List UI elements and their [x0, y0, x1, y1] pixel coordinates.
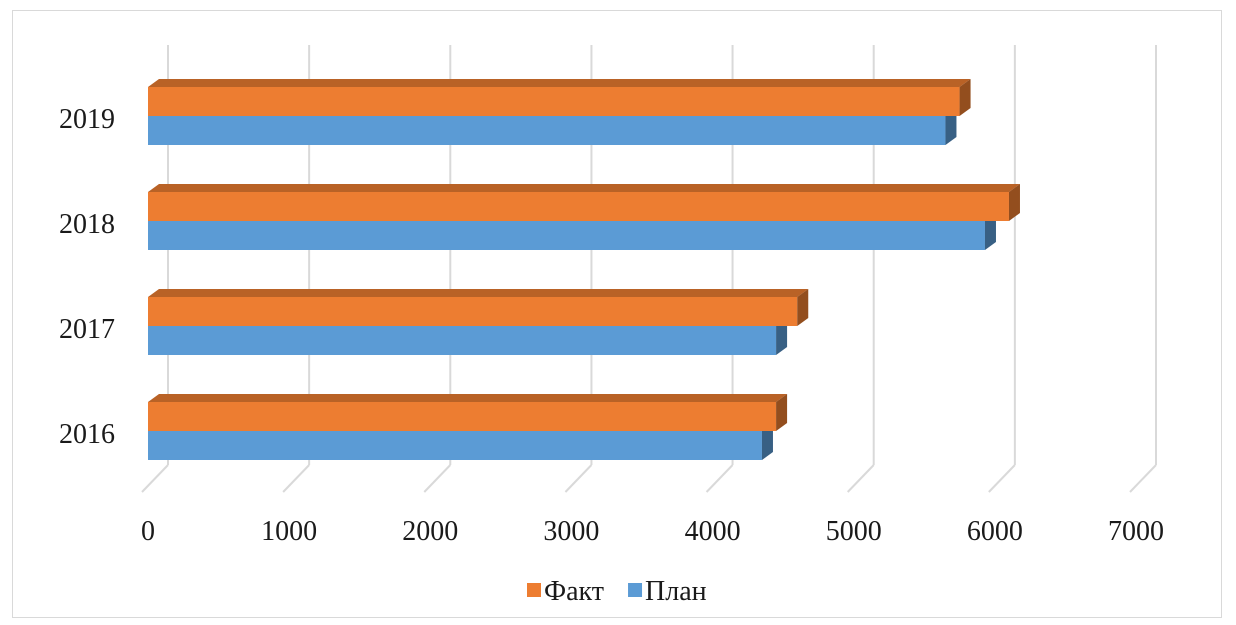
legend-swatch-fakt	[527, 583, 541, 597]
bar-fakt-2017-front-face	[148, 297, 798, 326]
legend-swatch-plan	[628, 583, 643, 597]
x-tick-label: 3000	[543, 516, 599, 547]
x-tick-label: 4000	[685, 516, 741, 547]
bar-fakt-2019-front-face	[148, 87, 960, 116]
floor-line-4000	[705, 464, 734, 493]
floor-line-6000	[988, 464, 1016, 493]
x-tick-label: 2000	[402, 516, 458, 547]
bar-fakt-2019	[148, 79, 971, 116]
floor-line-2000	[423, 464, 452, 493]
bar-fakt-2019-top-face	[148, 79, 971, 87]
bar-fakt-2016	[148, 394, 788, 431]
bar-plan-2018-front-face	[148, 221, 985, 250]
legend-label-plan: План	[645, 576, 707, 607]
bar-plan-2019-front-face	[148, 116, 946, 145]
floor-line-3000	[564, 464, 593, 493]
x-tick-label: 6000	[967, 516, 1023, 547]
bars-layer	[148, 79, 1020, 460]
y-tick-label: 2018	[59, 209, 115, 240]
bar-plan-2017-side-face	[776, 318, 788, 355]
bar-plan-2016-front-face	[148, 431, 762, 460]
bar-plan-2019-side-face	[945, 108, 957, 145]
bar-fakt-2018	[148, 184, 1020, 221]
floor-line-1000	[282, 464, 310, 493]
bar-fakt-2016-top-face	[148, 394, 788, 402]
floor-line-0	[141, 464, 169, 493]
bar-plan-2018-side-face	[984, 213, 996, 250]
floor-line-5000	[846, 464, 875, 493]
bar-fakt-2016-side-face	[776, 394, 788, 431]
labels-layer: 0 1000 2000 3000 4000 5000 6000 7000 2019 2018 201…	[59, 104, 1164, 547]
bar-fakt-2017	[148, 289, 809, 326]
bar-plan-2016-side-face	[761, 423, 773, 460]
x-tick-label: 5000	[826, 516, 882, 547]
floor-line-7000	[1129, 464, 1157, 493]
y-tick-label: 2016	[59, 419, 115, 450]
bar-fakt-2018-front-face	[148, 192, 1009, 221]
x-tick-label: 0	[141, 516, 155, 547]
bar-plan-2017-front-face	[148, 326, 777, 355]
bar-fakt-2018-side-face	[1008, 184, 1020, 221]
y-tick-label: 2017	[59, 314, 115, 345]
y-tick-label: 2019	[59, 104, 115, 135]
legend-label-fakt: Факт	[544, 576, 604, 607]
bar-fakt-2017-top-face	[148, 289, 809, 297]
bar-fakt-2018-top-face	[148, 184, 1020, 192]
bar-fakt-2017-side-face	[797, 289, 809, 326]
x-tick-label: 1000	[261, 516, 317, 547]
bar-fakt-2019-side-face	[959, 79, 971, 116]
bar-fakt-2016-front-face	[148, 402, 777, 431]
legend-layer: Факт План	[527, 576, 707, 607]
x-tick-label: 7000	[1108, 516, 1164, 547]
